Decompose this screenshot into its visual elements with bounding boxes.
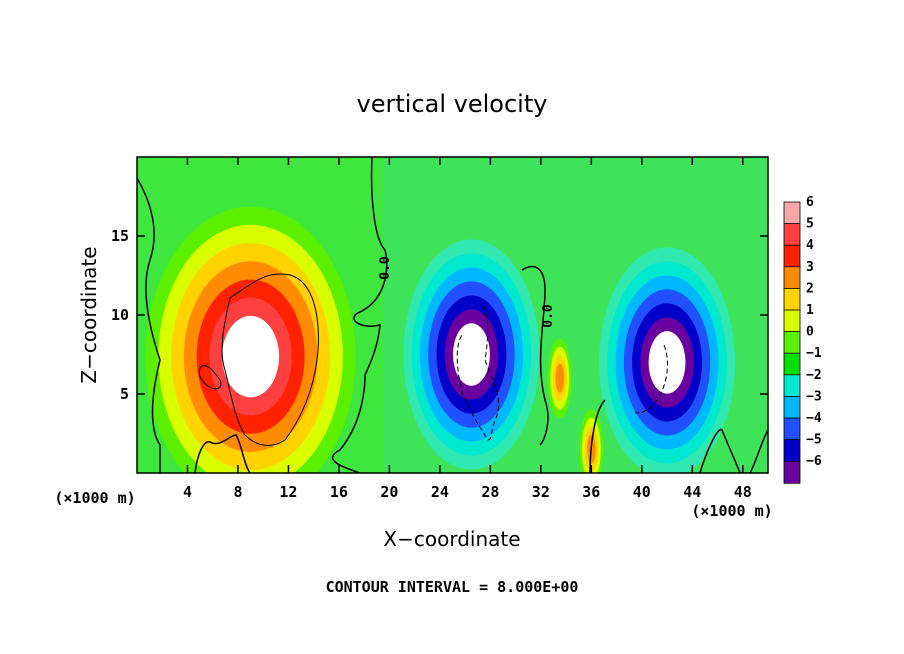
zero-contour-mid xyxy=(331,157,388,473)
x-tick-label: 44 xyxy=(683,483,701,501)
colorbar-swatch xyxy=(783,244,801,268)
plot-area: 0.0 0.0 xyxy=(136,156,769,474)
x-tick-label: 4 xyxy=(183,483,192,501)
x-tick-label: 8 xyxy=(233,483,242,501)
x-tick-label: 12 xyxy=(279,483,297,501)
x-tick-label: 20 xyxy=(380,483,398,501)
field-level xyxy=(452,323,490,386)
colorbar-tick-label: −5 xyxy=(806,433,822,448)
y-axis-label: Z−coordinate xyxy=(77,246,101,383)
field-level xyxy=(222,315,280,398)
contour-lines: 0.0 0.0 xyxy=(137,157,768,473)
colorbar-tick-label: −6 xyxy=(806,454,822,469)
colorbar-swatch xyxy=(783,374,801,398)
colorbar-swatch xyxy=(783,201,801,225)
colorbar-boxes xyxy=(783,201,801,484)
colorbar-tick-label: 2 xyxy=(806,281,814,296)
negative-contour-right xyxy=(634,344,668,414)
zero-contour-left xyxy=(137,177,161,473)
x-unit-label-right: (×1000 m) xyxy=(691,502,772,520)
colorbar-swatch xyxy=(783,352,801,376)
svg-text:0.0: 0.0 xyxy=(378,256,393,280)
contour-label-right: 0.0 xyxy=(541,304,556,328)
x-tick-label: 28 xyxy=(481,483,499,501)
x-axis-label: X−coordinate xyxy=(383,527,520,551)
x-unit-label-left: (×1000 m) xyxy=(54,489,135,507)
field-level xyxy=(555,363,565,393)
x-tick-label: 16 xyxy=(330,483,348,501)
y-axis-ticks: 5 10 15 xyxy=(111,227,768,403)
colorbar-tick-label: 6 xyxy=(806,195,814,210)
x-tick-label: 40 xyxy=(633,483,651,501)
svg-text:0.0: 0.0 xyxy=(541,304,556,328)
colorbar-tick-label: −2 xyxy=(806,368,822,383)
x-axis-ticks: 4 8 12 16 20 24 28 32 36 40 44 48 xyxy=(183,157,752,501)
colorbar-tick-label: 3 xyxy=(806,260,814,275)
x-tick-label: 32 xyxy=(532,483,550,501)
positive-contour-small xyxy=(198,365,222,390)
colorbar-swatch xyxy=(783,331,801,355)
y-tick-label: 10 xyxy=(111,306,129,324)
colorbar-swatch xyxy=(783,309,801,333)
velocity-field xyxy=(145,157,768,473)
x-tick-label: 48 xyxy=(734,483,752,501)
colorbar-tick-label: 5 xyxy=(806,217,814,232)
colorbar: 6 5 4 3 2 1 0 −1 −2 −3 −4 −5 −6 xyxy=(783,195,822,484)
colorbar-swatch xyxy=(783,223,801,247)
y-tick-label: 15 xyxy=(111,227,129,245)
y-tick-label: 5 xyxy=(120,385,129,403)
colorbar-swatch xyxy=(783,417,801,441)
chart-title: vertical velocity xyxy=(357,90,548,118)
colorbar-tick-label: −1 xyxy=(806,346,822,361)
contour-interval-note: CONTOUR INTERVAL = 8.000E+00 xyxy=(326,578,579,596)
x-tick-label: 24 xyxy=(431,483,449,501)
colorbar-tick-label: 1 xyxy=(806,303,814,318)
zero-contour-right xyxy=(521,265,606,473)
colorbar-swatch xyxy=(783,266,801,290)
negative-contour-left xyxy=(456,304,500,441)
positive-contour xyxy=(221,273,319,446)
colorbar-swatch xyxy=(783,460,801,484)
contour-label-left: 0.0 xyxy=(378,256,393,280)
colorbar-swatch xyxy=(783,395,801,419)
colorbar-tick-label: 0 xyxy=(806,325,814,340)
colorbar-tick-label: −4 xyxy=(806,411,822,426)
colorbar-tick-label: 4 xyxy=(806,238,814,253)
colorbar-swatch xyxy=(783,287,801,311)
zero-contour-bottom xyxy=(194,428,768,473)
colorbar-swatch xyxy=(783,439,801,463)
colorbar-labels: 6 5 4 3 2 1 0 −1 −2 −3 −4 −5 −6 xyxy=(806,195,822,469)
x-tick-label: 36 xyxy=(582,483,600,501)
colorbar-tick-label: −3 xyxy=(806,389,822,404)
